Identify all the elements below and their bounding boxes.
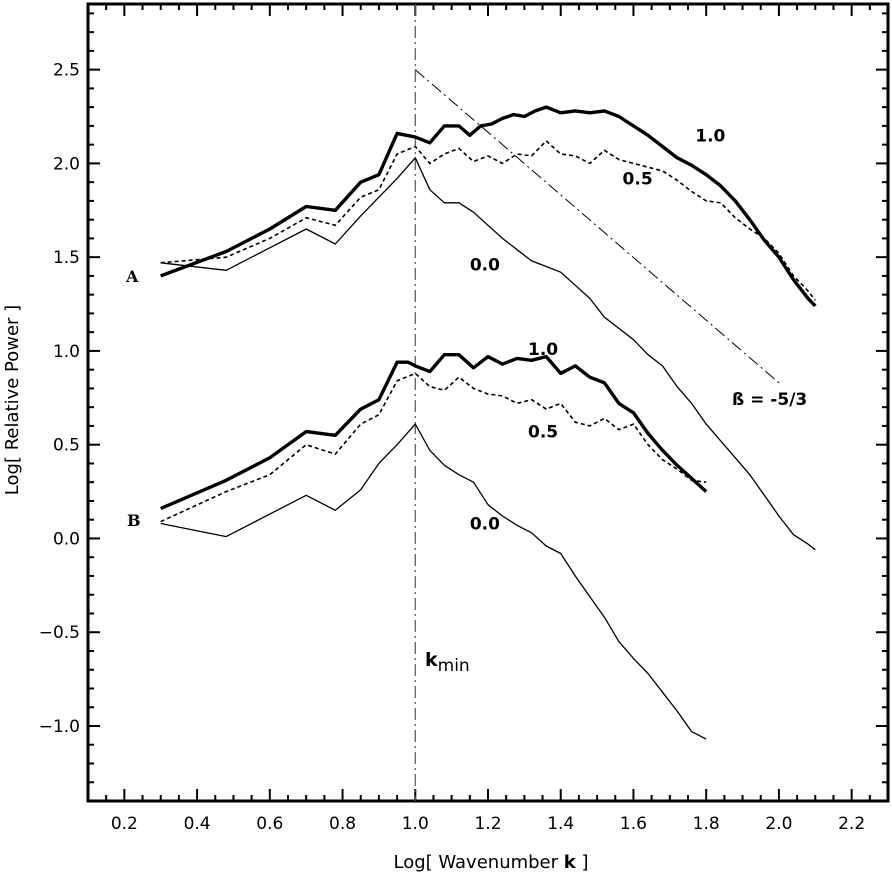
curve-label-b-0-0: 0.0 [470,514,500,534]
kmin-main: k [425,649,438,671]
curve-b-0-5 [160,372,707,523]
axis-ticks [87,4,889,802]
curve-label-a-1-0: 1.0 [695,126,725,146]
y-tick-label: 2.5 [53,61,80,81]
curve-labels: 1.0 0.5 0.0 1.0 0.5 0.0 [470,126,726,534]
x-tick-label: 2.2 [838,814,865,834]
x-tick-label: 1.6 [620,814,647,834]
curve-a-0-0 [160,157,816,551]
kmin-subscript: min [438,656,470,676]
spectrum-curves [160,105,817,740]
x-tick-label: 2.0 [765,814,792,834]
x-tick-label: 0.6 [256,814,283,834]
slope-reference-line [414,69,780,384]
y-tick-label: 2.0 [53,154,80,174]
y-tick-label: 1.0 [53,342,80,362]
x-axis-title-k: k [564,852,577,873]
kmin-label: kmin [425,649,470,676]
curve-label-b-0-5: 0.5 [528,423,558,443]
x-tick-label: 1.8 [693,814,720,834]
x-axis-title: Log[ Wavenumber k ] [393,852,588,873]
y-tick-label: 0.0 [53,529,80,549]
x-tick-label: 0.2 [111,814,138,834]
set-b-label: B [127,511,141,530]
x-tick-label: 0.8 [329,814,356,834]
curve-b-1-0 [160,353,708,511]
y-tick-label: −1.0 [39,717,80,737]
curve-label-a-0-5: 0.5 [623,169,653,189]
x-tick-label: 1.2 [474,814,501,834]
curve-label-b-1-0: 1.0 [528,340,558,360]
x-axis-title-post: ] [576,852,589,873]
curve-a-0-5 [160,140,816,301]
y-axis-title: Log[ Relative Power ] [2,305,23,495]
x-axis-title-pre: Log[ Wavenumber [393,852,563,873]
y-tick-label: −0.5 [39,623,80,643]
x-tick-label: 1.0 [402,814,429,834]
x-tick-labels: 0.2 0.4 0.6 0.8 1.0 1.2 1.4 1.6 1.8 2.0 2.2 [111,814,865,834]
beta-label: ß = -5/3 [732,390,807,410]
y-tick-labels: −1.0 −0.5 0.0 0.5 1.0 1.5 2.0 2.5 [39,61,80,737]
set-a-label: A [125,267,139,286]
curve-label-a-0-0: 0.0 [470,256,500,276]
curve-b-0-0 [160,423,707,740]
reference-lines [414,4,780,801]
y-tick-label: 1.5 [53,248,80,268]
curve-a-1-0 [160,105,817,308]
x-tick-label: 0.4 [184,814,211,834]
x-tick-label: 1.4 [547,814,574,834]
y-tick-label: 0.5 [53,436,80,456]
